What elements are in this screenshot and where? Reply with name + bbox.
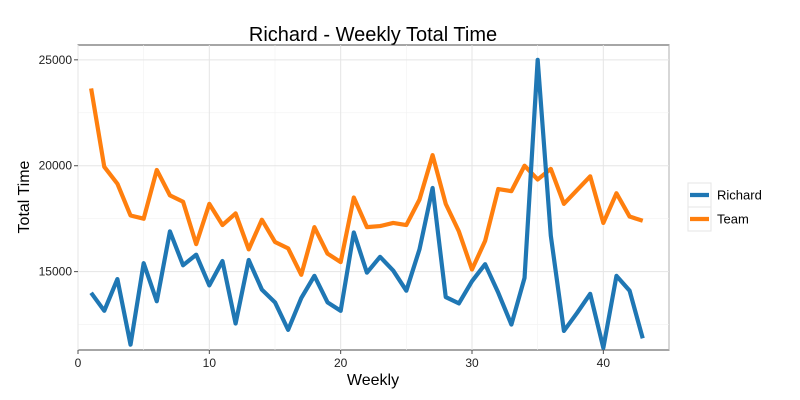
x-tick-label: 40 (597, 356, 611, 370)
legend: Richard Team (687, 182, 762, 232)
y-axis-label: Total Time (16, 160, 33, 233)
series-line-richard (89, 57, 645, 350)
series-lines (89, 57, 645, 350)
y-tick-labels: 15000 20000 25000 (39, 53, 73, 279)
x-axis-label: Weekly (347, 372, 399, 389)
y-tick-label: 25000 (39, 53, 73, 67)
x-tick-labels: 0 10 20 30 40 (75, 356, 611, 370)
y-tick-label: 15000 (39, 265, 73, 279)
major-gridlines (77, 45, 669, 350)
axis-ticks (74, 59, 604, 354)
x-tick-label: 0 (75, 356, 82, 370)
minor-gridlines (78, 45, 670, 350)
legend-label-richard: Richard (717, 188, 762, 203)
x-tick-label: 30 (465, 356, 479, 370)
y-tick-label: 20000 (39, 159, 73, 173)
plot-panel (77, 44, 670, 351)
x-tick-label: 10 (203, 356, 217, 370)
series-line-team (89, 88, 644, 277)
x-tick-label: 20 (334, 356, 348, 370)
chart-title: Richard - Weekly Total Time (249, 24, 497, 46)
legend-label-team: Team (717, 212, 749, 227)
